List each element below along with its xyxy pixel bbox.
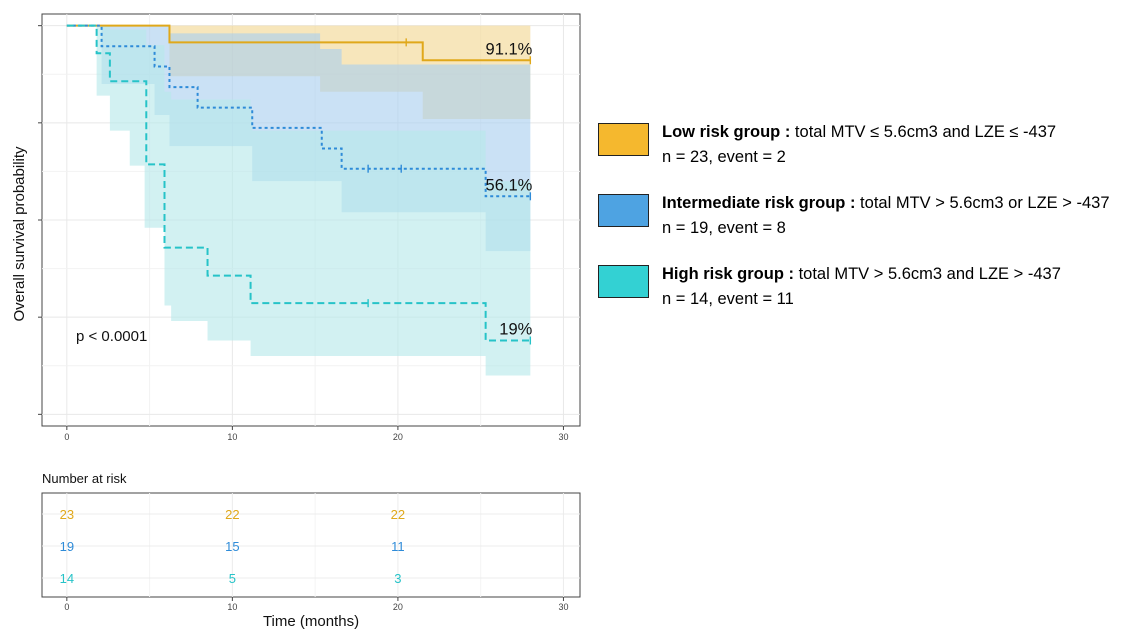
end-label: 91.1%	[486, 40, 533, 58]
risk-x-tick-label: 0	[64, 602, 69, 612]
x-tick-label: 20	[393, 432, 403, 442]
legend-text-low-risk: Low risk group : total MTV ≤ 5.6cm3 and …	[662, 120, 1056, 170]
risk-cell: 14	[60, 571, 74, 586]
legend-criteria: total MTV > 5.6cm3 and LZE > -437	[794, 265, 1061, 283]
end-label: 19%	[499, 320, 532, 338]
legend-criteria: total MTV ≤ 5.6cm3 and LZE ≤ -437	[790, 123, 1057, 141]
end-labels: 91.1% 56.1% 19%	[486, 40, 533, 338]
legend-line1: High risk group : total MTV > 5.6cm3 and…	[662, 262, 1061, 287]
risk-cell: 22	[225, 507, 239, 522]
x-tick-label: 10	[227, 432, 237, 442]
risk-table-gridlines	[42, 493, 580, 597]
risk-x-tick-label: 10	[227, 602, 237, 612]
censor-marks	[367, 38, 532, 345]
legend-swatch-high-risk	[598, 265, 649, 298]
legend-text-intermediate-risk: Intermediate risk group : total MTV > 5.…	[662, 191, 1110, 241]
legend-line1: Intermediate risk group : total MTV > 5.…	[662, 191, 1110, 216]
risk-cell: 11	[391, 539, 405, 554]
x-axis-ticks: 0 10 20 30	[64, 426, 568, 442]
y-axis-title: Overall survival probability	[11, 146, 28, 322]
risk-cell: 23	[60, 507, 74, 522]
legend-line2: n = 23, event = 2	[662, 148, 786, 166]
risk-table-cells: 23 22 22 19 15 11 14 5 3	[60, 507, 406, 586]
risk-cell: 3	[394, 571, 401, 586]
legend-criteria: total MTV > 5.6cm3 or LZE > -437	[855, 194, 1110, 212]
legend-item-low-risk: Low risk group : total MTV ≤ 5.6cm3 and …	[598, 120, 1144, 182]
risk-cell: 19	[60, 539, 74, 554]
risk-table-title: Number at risk	[42, 471, 127, 486]
risk-table-x-ticks: 0 10 20 30	[64, 597, 568, 612]
risk-x-tick-label: 30	[558, 602, 568, 612]
end-label: 56.1%	[486, 176, 533, 194]
legend-text-high-risk: High risk group : total MTV > 5.6cm3 and…	[662, 262, 1061, 312]
km-plot: 0 10 20 30 91.1% 56.1% 19% p < 0.0001 Overall…	[11, 13, 581, 442]
risk-cell: 5	[229, 571, 236, 586]
survival-curve	[66, 24, 531, 198]
risk-table-panel	[41, 492, 581, 598]
legend-group-name: High risk group :	[662, 265, 794, 283]
legend-item-intermediate-risk: Intermediate risk group : total MTV > 5.…	[598, 191, 1144, 253]
legend-item-high-risk: High risk group : total MTV > 5.6cm3 and…	[598, 262, 1144, 324]
confidence-band	[66, 25, 531, 376]
risk-cell: 22	[391, 507, 405, 522]
confidence-bands	[66, 25, 531, 376]
risk-x-tick-label: 20	[393, 602, 403, 612]
legend-line2: n = 14, event = 11	[662, 290, 794, 308]
x-axis-title: Time (months)	[263, 613, 359, 629]
legend-line1: Low risk group : total MTV ≤ 5.6cm3 and …	[662, 120, 1056, 145]
legend-group-name: Intermediate risk group :	[662, 194, 856, 212]
y-axis-ticks	[38, 25, 42, 415]
p-value-label: p < 0.0001	[76, 328, 147, 345]
legend-group-name: Low risk group :	[662, 123, 791, 141]
x-tick-label: 30	[558, 432, 568, 442]
survival-curve	[66, 24, 531, 62]
legend-swatch-low-risk	[598, 123, 649, 156]
x-tick-label: 0	[64, 432, 69, 442]
legend-swatch-intermediate-risk	[598, 194, 649, 227]
risk-cell: 15	[225, 539, 239, 554]
legend-line2: n = 19, event = 8	[662, 219, 786, 237]
